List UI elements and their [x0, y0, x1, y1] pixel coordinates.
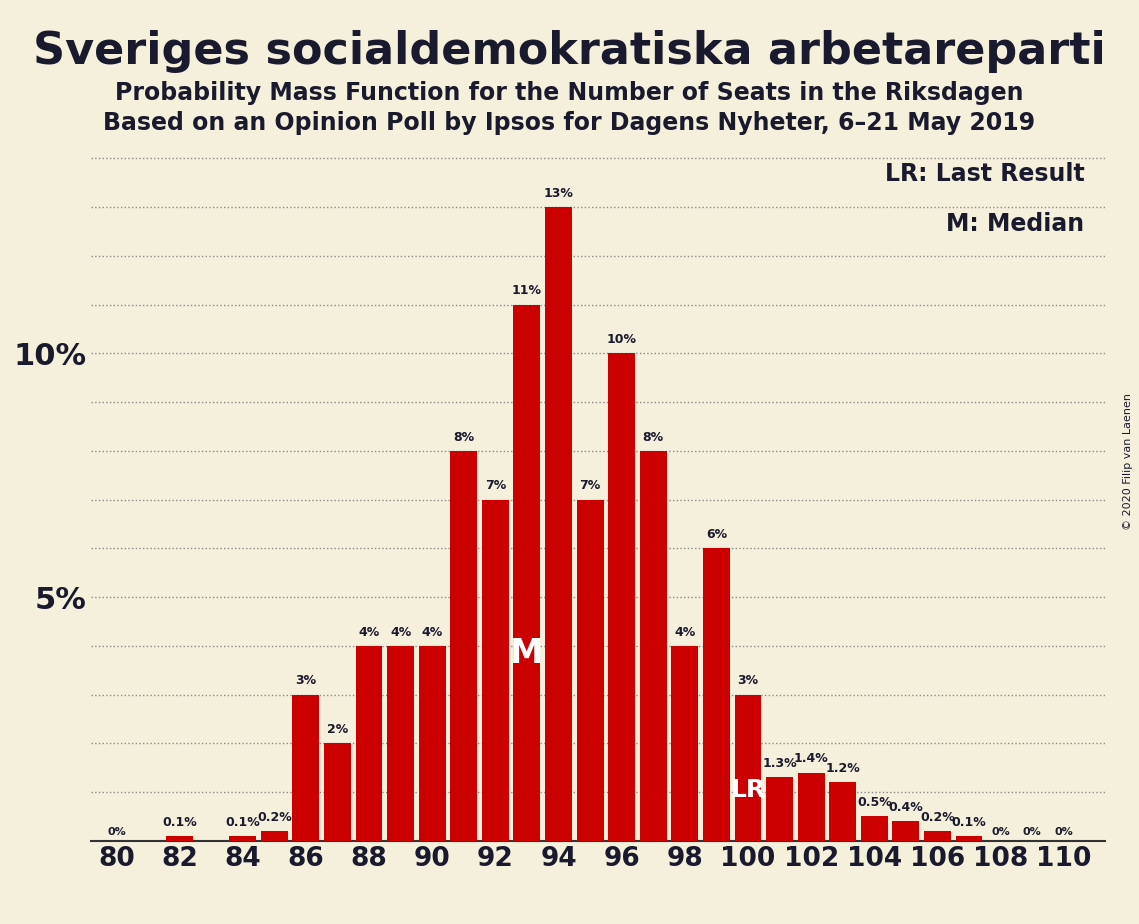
Bar: [166, 836, 192, 841]
Text: 8%: 8%: [642, 431, 664, 444]
Bar: [671, 646, 698, 841]
Text: 0%: 0%: [1023, 827, 1041, 837]
Text: 0.2%: 0.2%: [257, 810, 292, 824]
Text: 1.2%: 1.2%: [826, 762, 860, 775]
Text: 4%: 4%: [390, 626, 411, 638]
Text: 10%: 10%: [607, 333, 637, 346]
Text: M: M: [510, 637, 543, 670]
Text: 0%: 0%: [991, 827, 1010, 837]
Text: 1.4%: 1.4%: [794, 752, 828, 765]
Bar: [735, 695, 761, 841]
Bar: [261, 831, 288, 841]
Text: 0.1%: 0.1%: [952, 816, 986, 829]
Text: 0.1%: 0.1%: [226, 816, 260, 829]
Bar: [229, 836, 256, 841]
Bar: [419, 646, 445, 841]
Bar: [767, 777, 793, 841]
Bar: [514, 305, 540, 841]
Text: 4%: 4%: [674, 626, 696, 638]
Bar: [450, 451, 477, 841]
Text: 4%: 4%: [421, 626, 443, 638]
Bar: [293, 695, 319, 841]
Text: 0%: 0%: [1055, 827, 1073, 837]
Text: Sveriges socialdemokratiska arbetareparti: Sveriges socialdemokratiska arbetarepart…: [33, 30, 1106, 73]
Text: 11%: 11%: [511, 285, 542, 298]
Text: 1.3%: 1.3%: [762, 757, 797, 771]
Bar: [893, 821, 919, 841]
Bar: [924, 831, 951, 841]
Text: 7%: 7%: [580, 480, 600, 492]
Text: 0.4%: 0.4%: [888, 801, 924, 814]
Bar: [482, 500, 509, 841]
Text: © 2020 Filip van Laenen: © 2020 Filip van Laenen: [1123, 394, 1132, 530]
Bar: [640, 451, 666, 841]
Bar: [323, 743, 351, 841]
Text: 2%: 2%: [327, 723, 349, 736]
Text: 0.1%: 0.1%: [162, 816, 197, 829]
Text: LR: LR: [730, 778, 765, 802]
Text: 6%: 6%: [706, 528, 727, 541]
Bar: [797, 772, 825, 841]
Text: 7%: 7%: [485, 480, 506, 492]
Text: 3%: 3%: [295, 675, 317, 687]
Bar: [861, 817, 887, 841]
Text: 8%: 8%: [453, 431, 474, 444]
Text: Based on an Opinion Poll by Ipsos for Dagens Nyheter, 6–21 May 2019: Based on an Opinion Poll by Ipsos for Da…: [104, 111, 1035, 135]
Bar: [387, 646, 413, 841]
Text: 4%: 4%: [359, 626, 379, 638]
Bar: [355, 646, 383, 841]
Text: 0.2%: 0.2%: [920, 810, 954, 824]
Text: 13%: 13%: [543, 187, 573, 200]
Bar: [829, 783, 857, 841]
Text: LR: Last Result: LR: Last Result: [885, 163, 1084, 187]
Text: M: Median: M: Median: [947, 212, 1084, 236]
Bar: [703, 548, 730, 841]
Text: 0.5%: 0.5%: [857, 796, 892, 809]
Text: Probability Mass Function for the Number of Seats in the Riksdagen: Probability Mass Function for the Number…: [115, 81, 1024, 105]
Text: 3%: 3%: [737, 675, 759, 687]
Bar: [956, 836, 983, 841]
Text: 0%: 0%: [107, 827, 125, 837]
Bar: [576, 500, 604, 841]
Bar: [546, 207, 572, 841]
Bar: [608, 353, 636, 841]
